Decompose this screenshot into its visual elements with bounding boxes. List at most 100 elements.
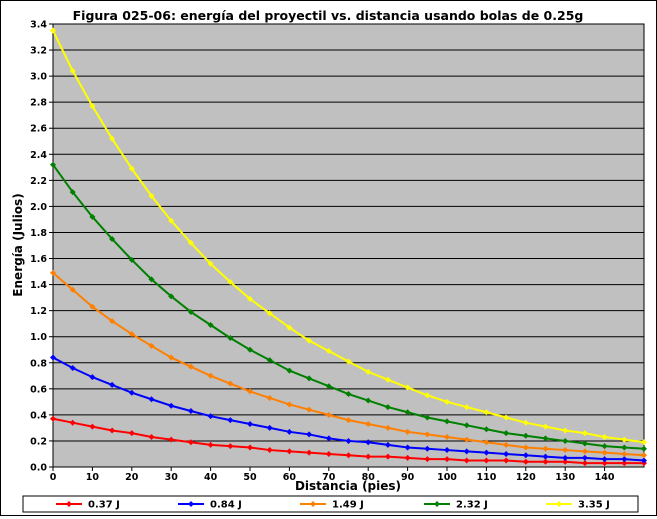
- y-tick-label: 3.2: [30, 46, 47, 57]
- data-point: [50, 269, 56, 276]
- data-point: [542, 458, 549, 465]
- data-point: [89, 423, 96, 430]
- series-1: [50, 415, 647, 467]
- legend-swatch-marker: [434, 501, 440, 507]
- data-point: [542, 423, 549, 430]
- data-point: [69, 189, 76, 196]
- series-layer: [50, 27, 647, 467]
- legend-swatch-marker: [188, 501, 194, 507]
- y-tick-label: 0.4: [30, 410, 47, 421]
- data-point: [424, 392, 431, 399]
- data-point: [522, 419, 529, 426]
- legend-label: 3.35 J: [578, 500, 610, 511]
- data-point: [483, 439, 490, 446]
- data-point: [207, 413, 214, 420]
- data-point: [621, 460, 628, 467]
- x-tick-label: 110: [476, 472, 496, 483]
- data-point: [227, 278, 234, 285]
- data-point: [503, 430, 510, 437]
- data-point: [266, 394, 273, 401]
- y-tick-label: 0.8: [30, 358, 47, 369]
- legend-swatch-marker: [310, 501, 316, 507]
- data-point: [522, 432, 529, 439]
- data-point: [286, 428, 293, 435]
- data-point: [89, 103, 96, 110]
- legend-item: 2.32 J: [424, 500, 488, 511]
- data-point: [109, 135, 116, 142]
- legend-swatch-marker: [556, 501, 562, 507]
- data-point: [522, 444, 529, 451]
- data-point: [148, 276, 155, 283]
- legend-swatch-marker: [66, 501, 72, 507]
- data-point: [562, 454, 569, 461]
- data-point: [168, 436, 175, 443]
- data-point: [148, 192, 155, 199]
- data-point: [168, 293, 175, 300]
- gridlines: [53, 49, 644, 442]
- data-point: [286, 401, 293, 408]
- y-tick-label: 2.0: [30, 202, 47, 213]
- data-point: [404, 454, 411, 461]
- data-point: [69, 286, 76, 293]
- y-tick-label: 1.2: [30, 306, 47, 317]
- y-tick-label: 2.2: [30, 176, 47, 187]
- data-point: [503, 441, 510, 448]
- data-point: [601, 449, 608, 456]
- data-point: [148, 396, 155, 403]
- data-point: [404, 444, 411, 451]
- x-tick-label: 30: [165, 472, 179, 483]
- data-point: [581, 448, 588, 455]
- data-point: [641, 452, 647, 459]
- data-point: [503, 457, 510, 464]
- legend-item: 3.35 J: [546, 500, 610, 511]
- data-point: [325, 411, 332, 418]
- data-point: [641, 439, 647, 446]
- data-point: [345, 417, 352, 424]
- data-point: [581, 460, 588, 467]
- legend-label: 1.49 J: [332, 500, 364, 511]
- y-tick-label: 3.0: [30, 72, 47, 83]
- x-tick-label: 10: [86, 472, 100, 483]
- x-tick-label: 120: [516, 472, 536, 483]
- data-point: [187, 407, 194, 414]
- data-point: [247, 388, 253, 395]
- chart-title: Figura 025-06: energía del proyectil vs.…: [73, 8, 584, 23]
- data-point: [227, 417, 234, 424]
- data-point: [562, 437, 569, 444]
- data-point: [424, 431, 431, 438]
- data-point: [69, 419, 76, 426]
- data-point: [325, 383, 332, 390]
- x-tick-label: 70: [322, 472, 336, 483]
- data-point: [522, 452, 529, 459]
- data-point: [463, 436, 470, 443]
- data-point: [187, 308, 194, 315]
- data-point: [286, 324, 293, 331]
- data-point: [641, 445, 647, 452]
- data-point: [148, 342, 155, 349]
- data-point: [247, 346, 253, 353]
- legend: 0.37 J 0.84 J 1.49 J 2.32 J 3.35 J: [22, 495, 639, 513]
- data-point: [207, 441, 214, 448]
- data-point: [227, 335, 234, 342]
- data-point: [207, 260, 214, 267]
- data-point: [365, 453, 372, 460]
- data-point: [227, 443, 234, 450]
- data-point: [207, 321, 214, 328]
- data-point: [345, 437, 352, 444]
- data-point: [384, 376, 391, 383]
- y-tick-label: 1.4: [30, 280, 47, 291]
- data-point: [109, 381, 116, 388]
- x-tick-label: 20: [125, 472, 139, 483]
- data-point: [424, 445, 431, 452]
- y-axis-ticks: 0.0 0.2 0.4 0.6 0.8 1.0 1.2 1.4 1.6 1.8 2.0 2.2 2.4 2…: [30, 20, 53, 474]
- data-point: [306, 406, 313, 413]
- y-axis-label: Energía (Julios): [11, 193, 25, 296]
- legend-item: 0.37 J: [56, 500, 120, 511]
- data-point: [109, 318, 116, 325]
- x-tick-label: 100: [437, 472, 457, 483]
- data-point: [128, 331, 135, 338]
- data-point: [601, 434, 608, 441]
- data-point: [306, 375, 313, 382]
- legend-label: 2.32 J: [456, 500, 488, 511]
